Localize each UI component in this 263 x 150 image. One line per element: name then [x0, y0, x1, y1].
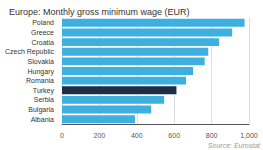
svg-text:Slovakia: Slovakia: [28, 58, 55, 65]
svg-text:1,000: 1,000: [240, 132, 258, 139]
svg-text:Czech Republic: Czech Republic: [5, 48, 55, 56]
svg-text:Albania: Albania: [31, 116, 54, 123]
svg-text:Europe: Monthly gross minimum: Europe: Monthly gross minimum wage (EUR): [9, 7, 190, 17]
svg-text:Source: Eurostat: Source: Eurostat: [208, 142, 261, 149]
svg-text:Croatia: Croatia: [31, 39, 54, 46]
svg-text:800: 800: [206, 132, 218, 139]
svg-text:Greece: Greece: [31, 29, 54, 36]
svg-text:600: 600: [168, 132, 180, 139]
svg-text:Turkey: Turkey: [33, 87, 55, 95]
svg-text:Hungary: Hungary: [28, 68, 55, 76]
svg-text:Romania: Romania: [26, 77, 54, 84]
svg-text:Serbia: Serbia: [34, 96, 54, 103]
svg-text:200: 200: [94, 132, 106, 139]
svg-text:Bulgaria: Bulgaria: [28, 106, 54, 114]
svg-text:400: 400: [131, 132, 143, 139]
svg-text:Poland: Poland: [32, 19, 54, 26]
svg-text:0: 0: [60, 132, 64, 139]
